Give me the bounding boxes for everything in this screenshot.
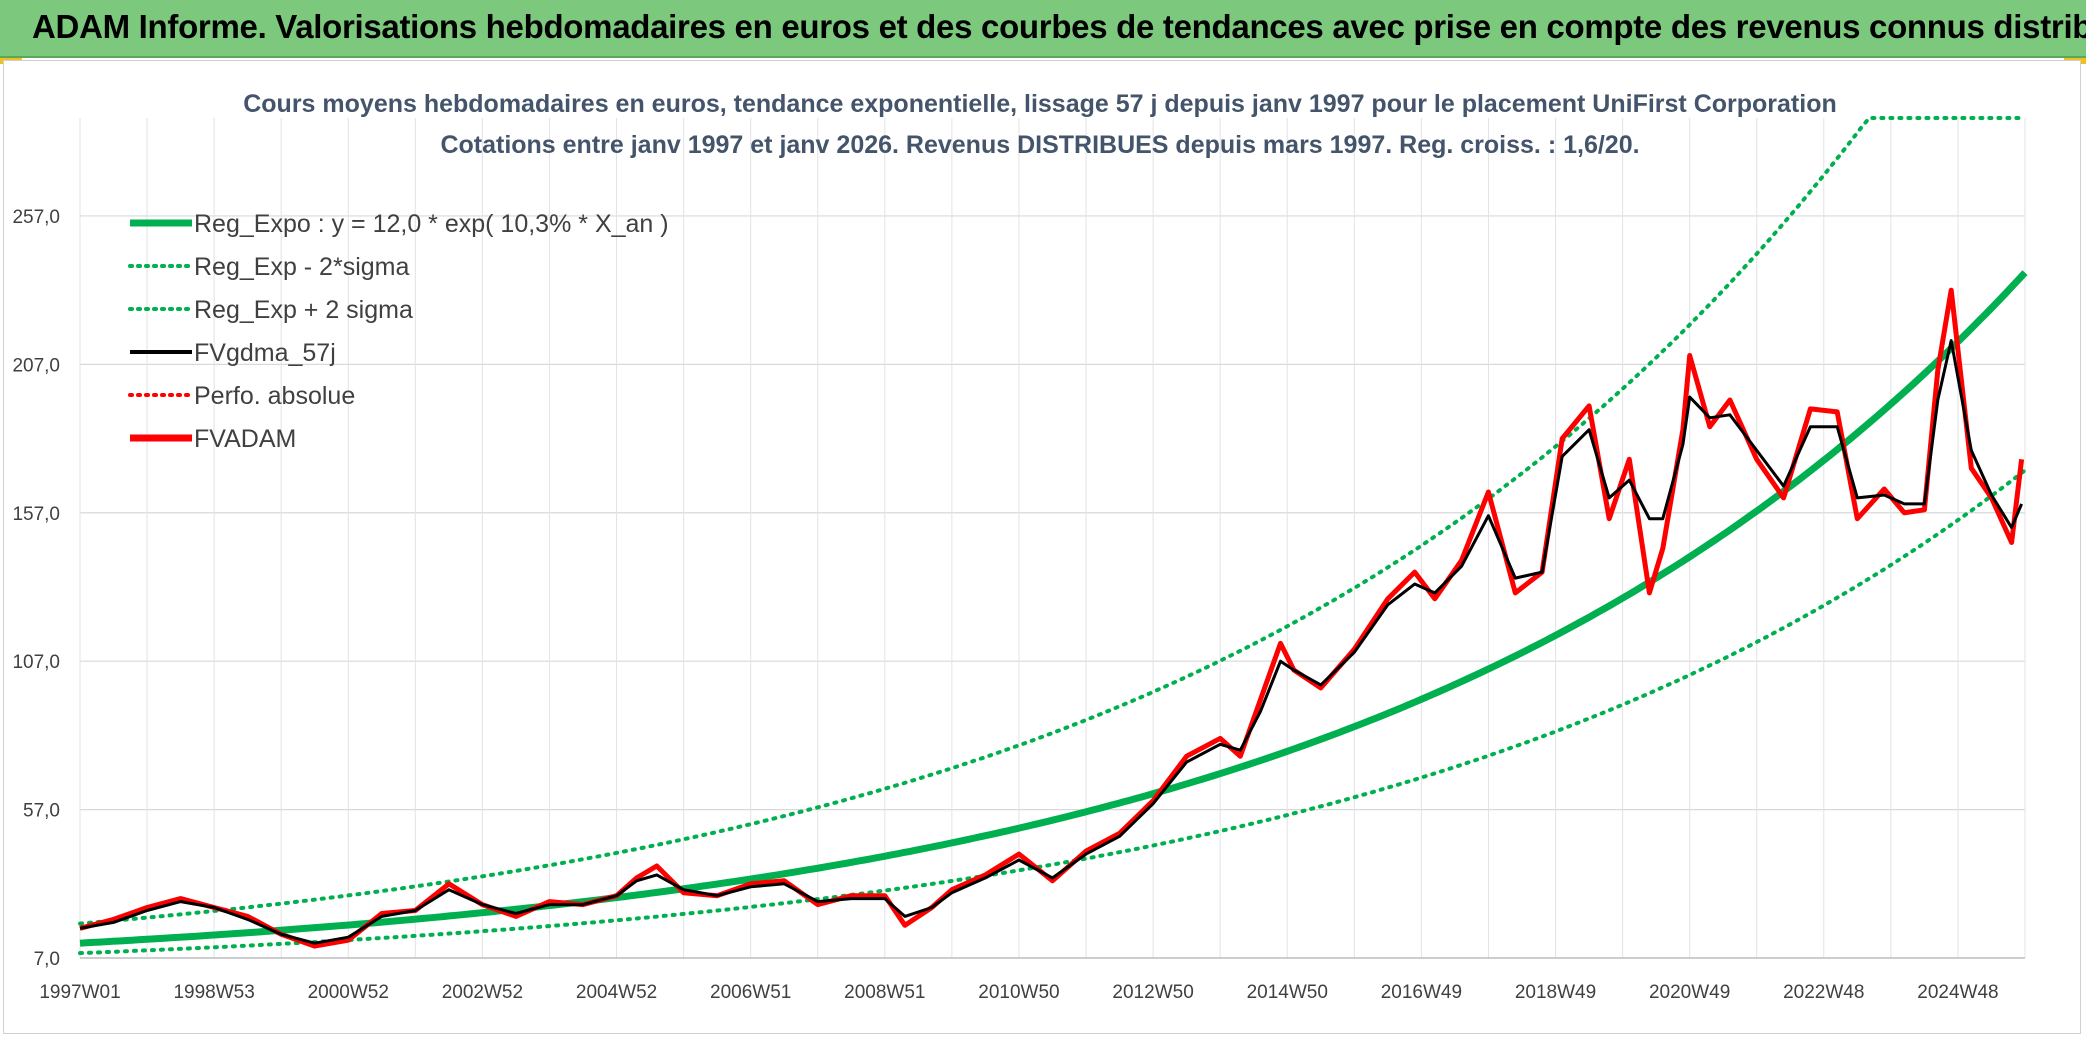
- plot-series: [78, 116, 2028, 956]
- x-tick-label: 2020W49: [1649, 982, 1730, 1003]
- x-tick-label: 1998W53: [173, 982, 254, 1003]
- y-tick-label: 157,0: [12, 504, 60, 525]
- x-tick-label: 2018W49: [1515, 982, 1596, 1003]
- banner-title: ADAM Informe. Valorisations hebdomadaire…: [32, 8, 2086, 45]
- x-tick-label: 2004W52: [576, 982, 657, 1003]
- y-tick-label: 7,0: [34, 949, 60, 970]
- legend-label: FVADAM: [194, 425, 296, 453]
- legend-label: Reg_Exp + 2 sigma: [194, 296, 413, 324]
- grid: [79, 118, 2026, 959]
- x-tick-label: 2022W48: [1783, 982, 1864, 1003]
- chart-title: Cours moyens hebdomadaires en euros, ten…: [243, 90, 1837, 118]
- x-tick-label: 2008W51: [844, 982, 925, 1003]
- series-upper-band: [78, 116, 2027, 926]
- legend: Reg_Expo : y = 12,0 * exp( 10,3% * X_an …: [128, 210, 669, 453]
- legend-label: Perfo. absolue: [194, 382, 355, 410]
- legend-label: Reg_Expo : y = 12,0 * exp( 10,3% * X_an …: [194, 210, 669, 238]
- x-tick-label: 2000W52: [308, 982, 389, 1003]
- y-tick-label: 257,0: [12, 207, 60, 228]
- series-lower-band: [78, 468, 2027, 956]
- x-tick-label: 2016W49: [1381, 982, 1462, 1003]
- series-fvadam: [79, 287, 2025, 949]
- y-tick-label: 207,0: [12, 355, 60, 376]
- series-fvgdma: [79, 339, 2023, 945]
- legend-label: FVgdma_57j: [194, 339, 336, 367]
- x-tick-label: 2012W50: [1112, 982, 1193, 1003]
- y-tick-label: 107,0: [12, 652, 60, 673]
- legend-label: Reg_Exp - 2*sigma: [194, 253, 409, 281]
- x-tick-label: 2002W52: [442, 982, 523, 1003]
- y-axis-ticks: 7,0 57,0 107,0 157,0 207,0 257,0: [12, 207, 60, 970]
- x-tick-label: 2006W51: [710, 982, 791, 1003]
- x-tick-label: 2010W50: [978, 982, 1059, 1003]
- x-tick-label: 1997W01: [39, 982, 120, 1003]
- y-tick-label: 57,0: [23, 801, 60, 822]
- series-reg-expo: [79, 270, 2028, 947]
- x-tick-label: 2024W48: [1917, 982, 1998, 1003]
- x-axis-ticks: 1997W01 1998W53 2000W52 2002W52 2004W52 2006W…: [39, 982, 1998, 1003]
- x-tick-label: 2014W50: [1247, 982, 1328, 1003]
- chart-subtitle: Cotations entre janv 1997 et janv 2026. …: [440, 131, 1639, 159]
- header-banner: ADAM Informe. Valorisations hebdomadaire…: [0, 0, 2086, 58]
